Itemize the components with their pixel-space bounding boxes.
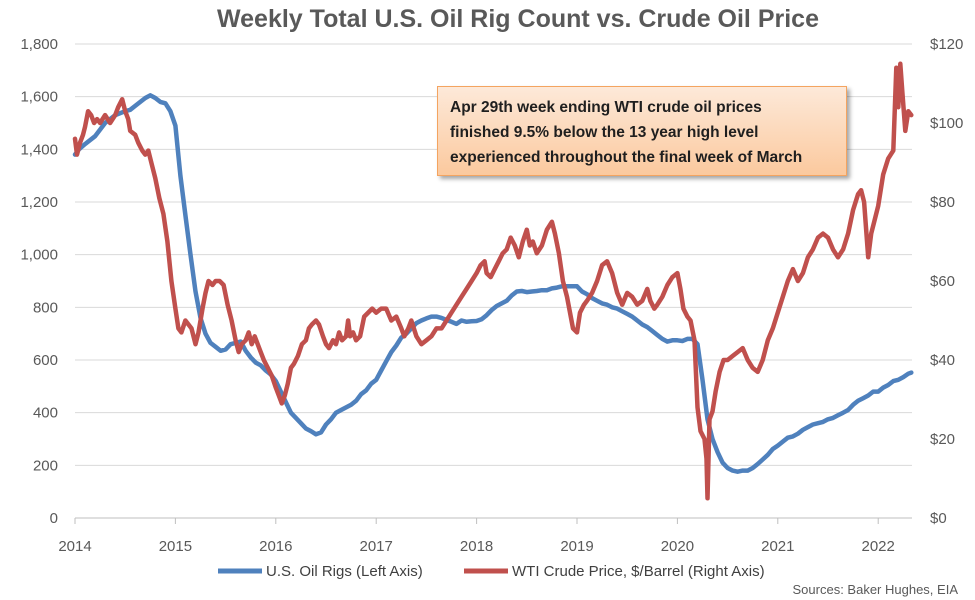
legend-label-wti: WTI Crude Price, $/Barrel (Right Axis) (512, 563, 765, 580)
right-tick-label: $100 (930, 115, 963, 132)
right-tick-label: $40 (930, 352, 955, 369)
left-tick-label: 1,800 (20, 36, 58, 53)
left-tick-label: 800 (33, 299, 58, 316)
x-axis: 2014 2015 2016 2017 2018 2019 2020 2021 2022 (58, 517, 912, 555)
left-tick-label: 600 (33, 352, 58, 369)
x-tick-label: 2020 (661, 538, 694, 555)
x-tick-label: 2022 (862, 538, 895, 555)
x-tick-label: 2021 (761, 538, 794, 555)
annotation-line-2: finished 9.5% below the 13 year high lev… (450, 124, 759, 141)
right-tick-label: $0 (930, 510, 947, 527)
x-tick-label: 2015 (159, 538, 192, 555)
left-tick-label: 1,200 (20, 194, 58, 211)
x-tick-label: 2016 (259, 538, 292, 555)
left-tick-label: 0 (50, 510, 58, 527)
x-tick-label: 2014 (58, 538, 91, 555)
legend-label-oil-rigs: U.S. Oil Rigs (Left Axis) (266, 563, 423, 580)
annotation-box: Apr 29th week ending WTI crude oil price… (437, 86, 847, 176)
series-line-wti-price (72, 61, 914, 501)
left-tick-label: 1,000 (20, 247, 58, 264)
left-tick-label: 1,600 (20, 89, 58, 106)
chart-title: Weekly Total U.S. Oil Rig Count vs. Crud… (217, 5, 819, 33)
series-layer (72, 61, 914, 501)
right-axis: $0 $20 $40 $60 $80 $100 $120 (930, 36, 963, 527)
left-axis: 0 200 400 600 800 1,000 1,200 1,400 1,600 1,800 (20, 36, 58, 527)
right-tick-label: $20 (930, 431, 955, 448)
x-tick-label: 2019 (560, 538, 593, 555)
gridlines (75, 43, 912, 519)
x-tick-label: 2017 (360, 538, 393, 555)
left-tick-label: 400 (33, 405, 58, 422)
x-tick-label: 2018 (460, 538, 493, 555)
legend: U.S. Oil Rigs (Left Axis) WTI Crude Pric… (218, 563, 765, 580)
source-note: Sources: Baker Hughes, EIA (793, 582, 959, 597)
right-tick-label: $80 (930, 194, 955, 211)
left-tick-label: 1,400 (20, 141, 58, 158)
annotation-line-3: experienced throughout the final week of… (450, 149, 803, 166)
right-tick-label: $60 (930, 273, 955, 290)
series-line-oil-rigs (72, 93, 914, 474)
right-tick-label: $120 (930, 36, 963, 53)
left-tick-label: 200 (33, 457, 58, 474)
annotation-line-1: Apr 29th week ending WTI crude oil price… (450, 99, 762, 116)
